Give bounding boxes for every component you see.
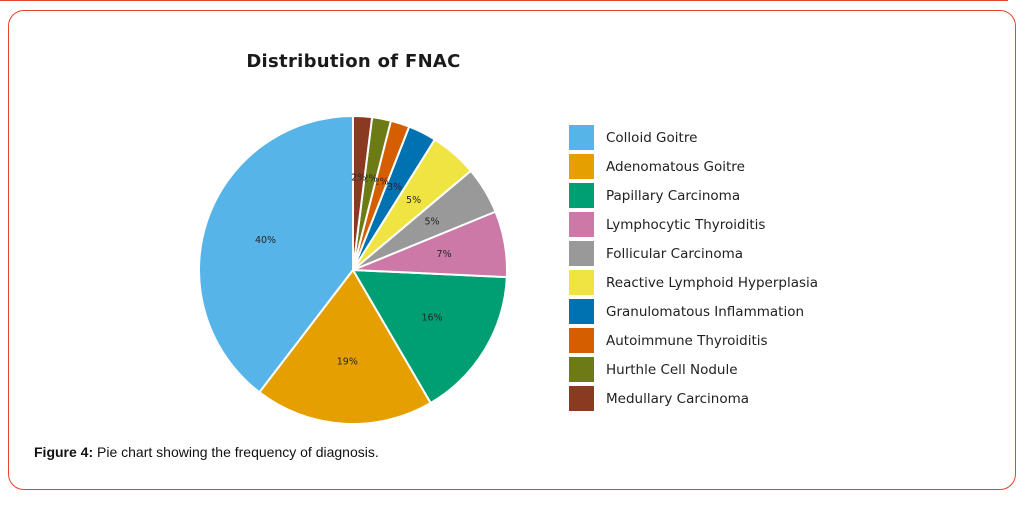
legend-label-lymphocytic-thyroiditis: Lymphocytic Thyroiditis [606, 216, 766, 233]
legend-item-hurthle-cell-nodule: Hurthle Cell Nodule [569, 357, 818, 382]
legend-item-papillary-carcinoma: Papillary Carcinoma [569, 183, 818, 208]
pie-slice-pct-label-autoimmune-thyroiditis: 2% [374, 177, 389, 188]
previous-figure-border-line [0, 0, 1008, 1]
legend-swatch-papillary-carcinoma [569, 183, 594, 208]
legend-label-reactive-lymphoid-hyperplasia: Reactive Lymphoid Hyperplasia [606, 274, 819, 291]
legend-label-follicular-carcinoma: Follicular Carcinoma [606, 245, 744, 262]
pie-slice-pct-label-papillary-carcinoma: 16% [421, 312, 442, 323]
legend-swatch-autoimmune-thyroiditis [569, 328, 594, 353]
pie-slice-pct-label-follicular-carcinoma: 5% [424, 217, 439, 228]
legend-swatch-adenomatous-goitre [569, 154, 594, 179]
legend-label-medullary-carcinoma: Medullary Carcinoma [606, 390, 750, 407]
chart-title: Distribution of FNAC [246, 51, 461, 72]
figure-caption-text: Pie chart showing the frequency of diagn… [93, 444, 379, 460]
pie-slice-pct-label-medullary-carcinoma: 2% [351, 172, 366, 183]
legend-item-autoimmune-thyroiditis: Autoimmune Thyroiditis [569, 328, 818, 353]
legend-label-granulomatous-inflammation: Granulomatous Inflammation [606, 303, 805, 320]
legend-label-autoimmune-thyroiditis: Autoimmune Thyroiditis [606, 332, 768, 349]
legend-label-papillary-carcinoma: Papillary Carcinoma [606, 187, 741, 204]
legend-swatch-medullary-carcinoma [569, 386, 594, 411]
legend-label-adenomatous-goitre: Adenomatous Goitre [606, 158, 745, 175]
legend-item-follicular-carcinoma: Follicular Carcinoma [569, 241, 818, 266]
pie-slice-adenomatous-goitre [258, 269, 432, 426]
legend-item-reactive-lymphoid-hyperplasia: Reactive Lymphoid Hyperplasia [569, 270, 818, 295]
pie-chart: 40%19%16%7%5%5%3%2%2%2% [197, 115, 508, 426]
pie-slice-pct-label-hurthle-cell-nodule: 2% [363, 174, 378, 185]
pie-slice-pct-label-adenomatous-goitre: 19% [337, 357, 358, 368]
chart-legend: Colloid Goitre Adenomatous Goitre Papillar… [569, 125, 818, 415]
legend-swatch-colloid-goitre [569, 125, 594, 150]
legend-item-lymphocytic-thyroiditis: Lymphocytic Thyroiditis [569, 212, 818, 237]
figure-border-box: Distribution of FNAC 40% 19% 16% 7% 5% 5% 3% 2%… [8, 10, 1016, 490]
legend-label-colloid-goitre: Colloid Goitre [606, 129, 698, 146]
legend-label-hurthle-cell-nodule: Hurthle Cell Nodule [606, 361, 738, 378]
legend-swatch-reactive-lymphoid-hyperplasia [569, 270, 594, 295]
pie-slice-medullary-carcinoma [352, 115, 374, 271]
legend-item-granulomatous-inflammation: Granulomatous Inflammation [569, 299, 818, 324]
legend-item-medullary-carcinoma: Medullary Carcinoma [569, 386, 818, 411]
legend-swatch-granulomatous-inflammation [569, 299, 594, 324]
legend-swatch-follicular-carcinoma [569, 241, 594, 266]
pie-slice-pct-label-lymphocytic-thyroiditis: 7% [437, 249, 452, 260]
legend-swatch-hurthle-cell-nodule [569, 357, 594, 382]
pie-slice-colloid-goitre [197, 115, 354, 394]
legend-item-adenomatous-goitre: Adenomatous Goitre [569, 154, 818, 179]
pie-slice-papillary-carcinoma [352, 269, 508, 404]
legend-swatch-lymphocytic-thyroiditis [569, 212, 594, 237]
legend-item-colloid-goitre: Colloid Goitre [569, 125, 818, 150]
pie-slice-pct-label-reactive-lymphoid-hyperplasia: 5% [406, 195, 421, 206]
figure-caption: Figure 4: Pie chart showing the frequenc… [34, 444, 379, 460]
pie-slice-pct-label-granulomatous-inflammation: 3% [387, 182, 402, 193]
pie-slice-pct-label-colloid-goitre: 40% [255, 235, 276, 246]
figure-caption-label: Figure 4: [34, 444, 94, 460]
